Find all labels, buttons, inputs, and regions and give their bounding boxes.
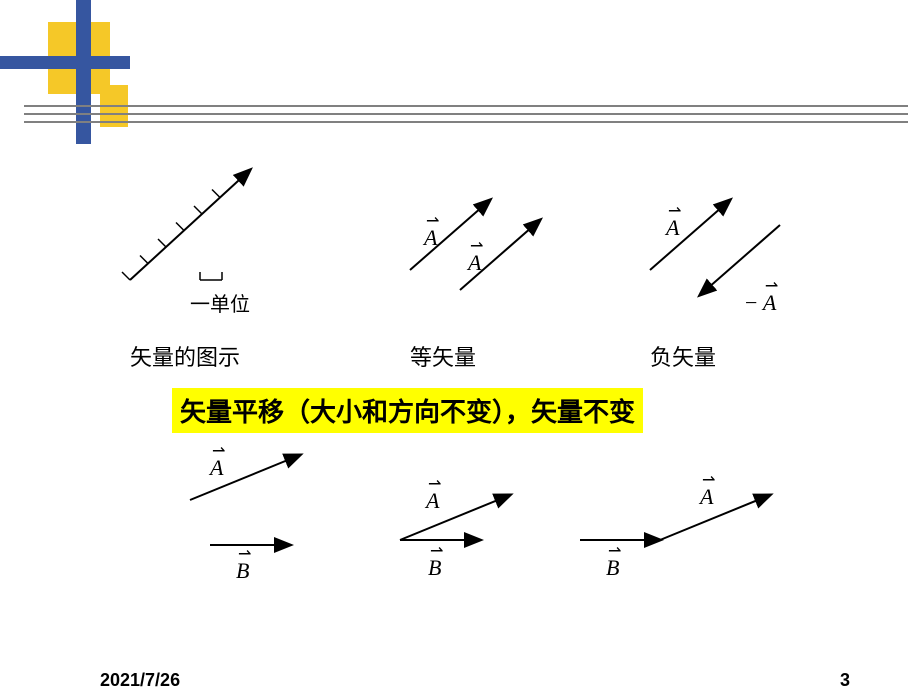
neg-vec-1 bbox=[650, 200, 730, 270]
unit-label: 一单位 bbox=[190, 288, 250, 317]
vec-A-2: ⇀A bbox=[468, 250, 481, 276]
r2f1-labelB: ⇀B bbox=[236, 558, 249, 584]
vec-negA: − ⇀A bbox=[745, 290, 776, 316]
vec-A-3: ⇀A bbox=[666, 215, 679, 241]
r2f2-labelA: ⇀A bbox=[426, 488, 439, 514]
footer-date: 2021/7/26 bbox=[100, 670, 180, 691]
highlight-text: 矢量平移（大小和方向不变），矢量不变 bbox=[172, 388, 643, 433]
r2f3-A bbox=[660, 495, 770, 540]
r2f2-labelB: ⇀B bbox=[428, 555, 441, 581]
ruler-arrow bbox=[122, 170, 250, 280]
vec-A-1: ⇀A bbox=[424, 225, 437, 251]
r2f3-labelA: ⇀A bbox=[700, 484, 713, 510]
r2f3-labelB: ⇀B bbox=[606, 555, 619, 581]
r2f1-A bbox=[190, 455, 300, 500]
fig1-caption: 矢量的图示 bbox=[130, 340, 240, 372]
fig3-caption: 负矢量 bbox=[650, 340, 716, 372]
fig2-caption: 等矢量 bbox=[410, 340, 476, 372]
r2f2-A bbox=[400, 495, 510, 540]
footer-page: 3 bbox=[840, 670, 850, 691]
r2f1-labelA: ⇀A bbox=[210, 455, 223, 481]
